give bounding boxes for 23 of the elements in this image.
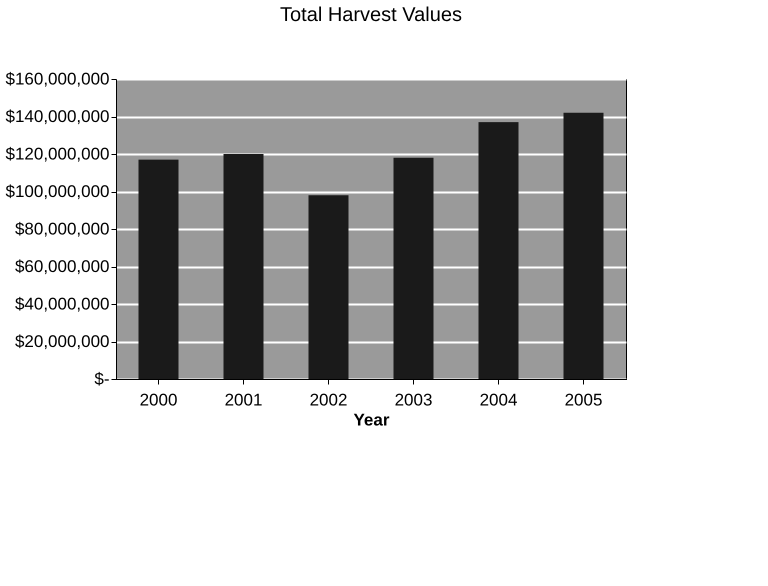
y-tick-label: $160,000,000 — [6, 70, 110, 88]
bar — [478, 122, 518, 379]
x-tick-label: 2005 — [564, 390, 602, 410]
y-tick-label: $20,000,000 — [14, 332, 110, 351]
x-tick-label: 2001 — [224, 390, 262, 410]
y-tick-label: $100,000,000 — [6, 182, 110, 201]
y-tick-label: $60,000,000 — [14, 257, 110, 276]
x-axis-title: Year — [354, 410, 390, 430]
y-tick-label: $- — [94, 370, 110, 388]
y-tick-label: $140,000,000 — [6, 107, 110, 126]
y-tick-label: $40,000,000 — [14, 294, 110, 314]
bar — [138, 160, 178, 379]
x-tick-label: 2000 — [140, 390, 178, 410]
x-tick-label: 2004 — [480, 390, 518, 410]
bar — [224, 154, 264, 379]
x-tick-label: 2003 — [394, 390, 432, 410]
bar — [564, 112, 604, 379]
y-tick-label: $120,000,000 — [6, 144, 110, 164]
bar — [394, 158, 434, 379]
y-tick-label: $80,000,000 — [14, 220, 110, 238]
chart-title: Total Harvest Values — [280, 4, 462, 26]
x-tick-label: 2002 — [310, 390, 348, 410]
bar — [308, 195, 348, 379]
